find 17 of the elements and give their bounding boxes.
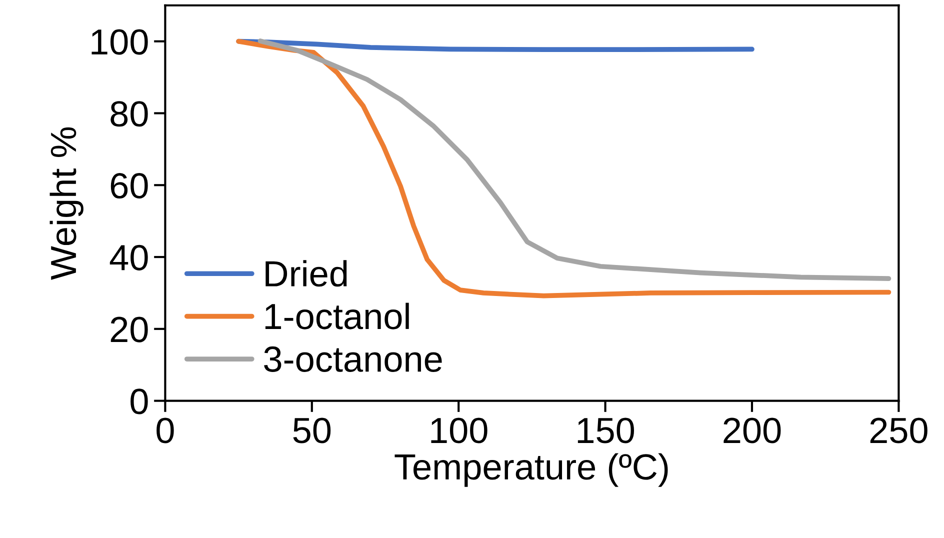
legend-label: 1-octanol	[265, 302, 409, 330]
y-axis-title: Weight %	[50, 127, 84, 280]
x-tick-label: 0	[156, 418, 174, 444]
legend-label: 3-octanone	[264, 346, 442, 372]
legend-label: Dried	[266, 260, 347, 287]
x-tick-label: 50	[293, 418, 331, 444]
x-tick-label: 150	[578, 418, 634, 444]
y-tick-label: 40	[110, 244, 148, 270]
y-tick-label: 20	[110, 316, 148, 342]
x-axis-title: Temperature (ºC)	[394, 453, 668, 487]
y-tick-label: 0	[130, 388, 148, 414]
y-tick-label: 60	[110, 172, 148, 199]
x-tick-label: 200	[724, 418, 781, 444]
x-tick-label: 250	[870, 418, 928, 444]
y-tick-label: 100	[92, 29, 148, 55]
y-tick-label: 80	[110, 101, 148, 127]
x-tick-label: 100	[431, 418, 488, 444]
